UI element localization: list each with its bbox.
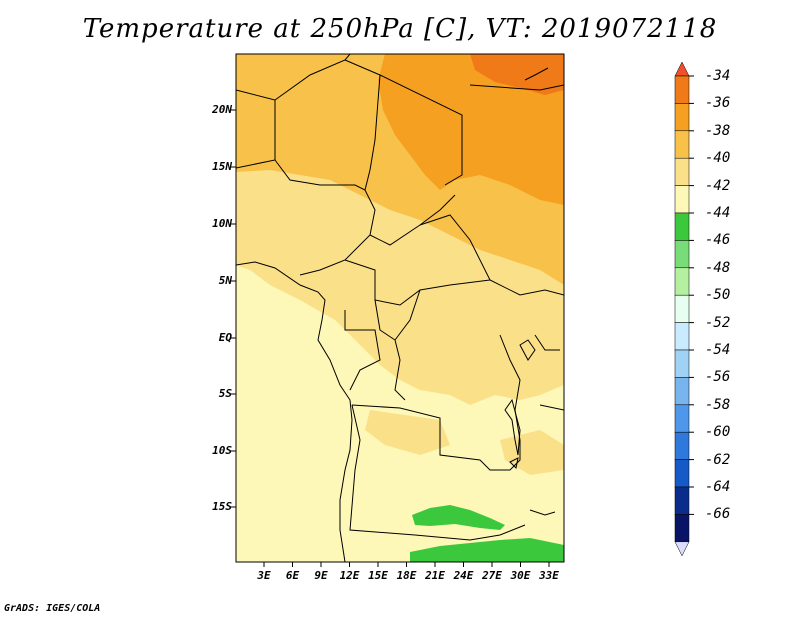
colorbar-label: -40 bbox=[705, 150, 731, 167]
colorbar-swatch bbox=[674, 322, 690, 351]
field-band-36 bbox=[378, 54, 564, 205]
lat-label: EQ bbox=[218, 331, 232, 344]
colorbar-label: -60 bbox=[705, 424, 731, 441]
colorbar-swatch bbox=[674, 212, 690, 241]
colorbar-swatch bbox=[674, 294, 690, 323]
axis-ticks bbox=[231, 109, 550, 567]
lon-label: 15E bbox=[368, 569, 388, 582]
temperature-field bbox=[236, 54, 564, 562]
lat-label: 15S bbox=[212, 500, 232, 513]
colorbar-label: -66 bbox=[705, 506, 731, 523]
colorbar-label: -52 bbox=[705, 314, 731, 331]
colorbar-swatch bbox=[674, 185, 690, 214]
colorbar-label: -34 bbox=[705, 68, 731, 84]
colorbar-bottom-triangle bbox=[674, 541, 690, 557]
lon-label: 27E bbox=[482, 569, 502, 582]
colorbar-swatch bbox=[674, 103, 690, 132]
colorbar-label: -56 bbox=[705, 369, 731, 386]
colorbar-label: -62 bbox=[705, 451, 731, 468]
colorbar-label: -36 bbox=[705, 95, 731, 112]
colorbar-swatch bbox=[674, 75, 690, 104]
lon-label: 21E bbox=[425, 569, 445, 582]
colorbar-top-triangle bbox=[674, 61, 690, 77]
map-frame bbox=[235, 53, 565, 563]
lon-label: 9E bbox=[314, 569, 328, 582]
lon-label: 12E bbox=[339, 569, 360, 582]
lon-label: 30E bbox=[510, 569, 531, 582]
colorbar-label: -48 bbox=[705, 259, 731, 276]
colorbar-label: -50 bbox=[705, 287, 731, 304]
lat-label: 10S bbox=[212, 444, 232, 457]
colorbar-swatch bbox=[674, 240, 690, 269]
colorbar-label: -64 bbox=[705, 479, 731, 495]
colorbar-swatch bbox=[674, 486, 690, 515]
colorbar-swatch bbox=[674, 157, 690, 186]
coastlines bbox=[236, 67, 556, 562]
field-cold-patch-2 bbox=[410, 538, 564, 562]
lon-label: 3E bbox=[257, 569, 271, 582]
colorbar-swatch bbox=[674, 267, 690, 296]
lon-label: 18E bbox=[396, 569, 417, 582]
lon-label: 24E bbox=[453, 569, 474, 582]
field-cold-patch-1 bbox=[412, 505, 505, 530]
colorbar-swatch bbox=[674, 377, 690, 406]
colorbar-label: -44 bbox=[705, 205, 731, 221]
colorbar-label: -46 bbox=[705, 232, 731, 249]
lat-label: 5S bbox=[218, 387, 232, 400]
lat-label: 15N bbox=[212, 160, 232, 173]
field-band-40-south bbox=[365, 410, 450, 455]
lat-label: 10N bbox=[212, 217, 232, 230]
colorbar-swatch bbox=[674, 130, 690, 159]
colorbar-swatch bbox=[674, 459, 690, 488]
field-band-34 bbox=[470, 54, 564, 95]
lon-label: 6E bbox=[285, 569, 300, 582]
grads-credit: GrADS: IGES/COLA bbox=[4, 603, 101, 614]
colorbar-swatch bbox=[674, 404, 690, 433]
colorbar-swatch bbox=[674, 514, 690, 543]
lat-label: 5N bbox=[218, 274, 232, 287]
colorbar-swatch bbox=[674, 431, 690, 460]
lat-label: 20N bbox=[212, 103, 232, 116]
page-title: Temperature at 250hPa [C], VT: 201907211… bbox=[82, 14, 718, 44]
lon-label: 33E bbox=[539, 569, 559, 582]
colorbar-label: -38 bbox=[705, 122, 731, 139]
colorbar-label: -54 bbox=[705, 342, 731, 358]
colorbar-label: -58 bbox=[705, 396, 731, 413]
colorbar bbox=[674, 61, 694, 557]
colorbar-label: -42 bbox=[705, 177, 731, 194]
colorbar-swatch bbox=[674, 349, 690, 378]
